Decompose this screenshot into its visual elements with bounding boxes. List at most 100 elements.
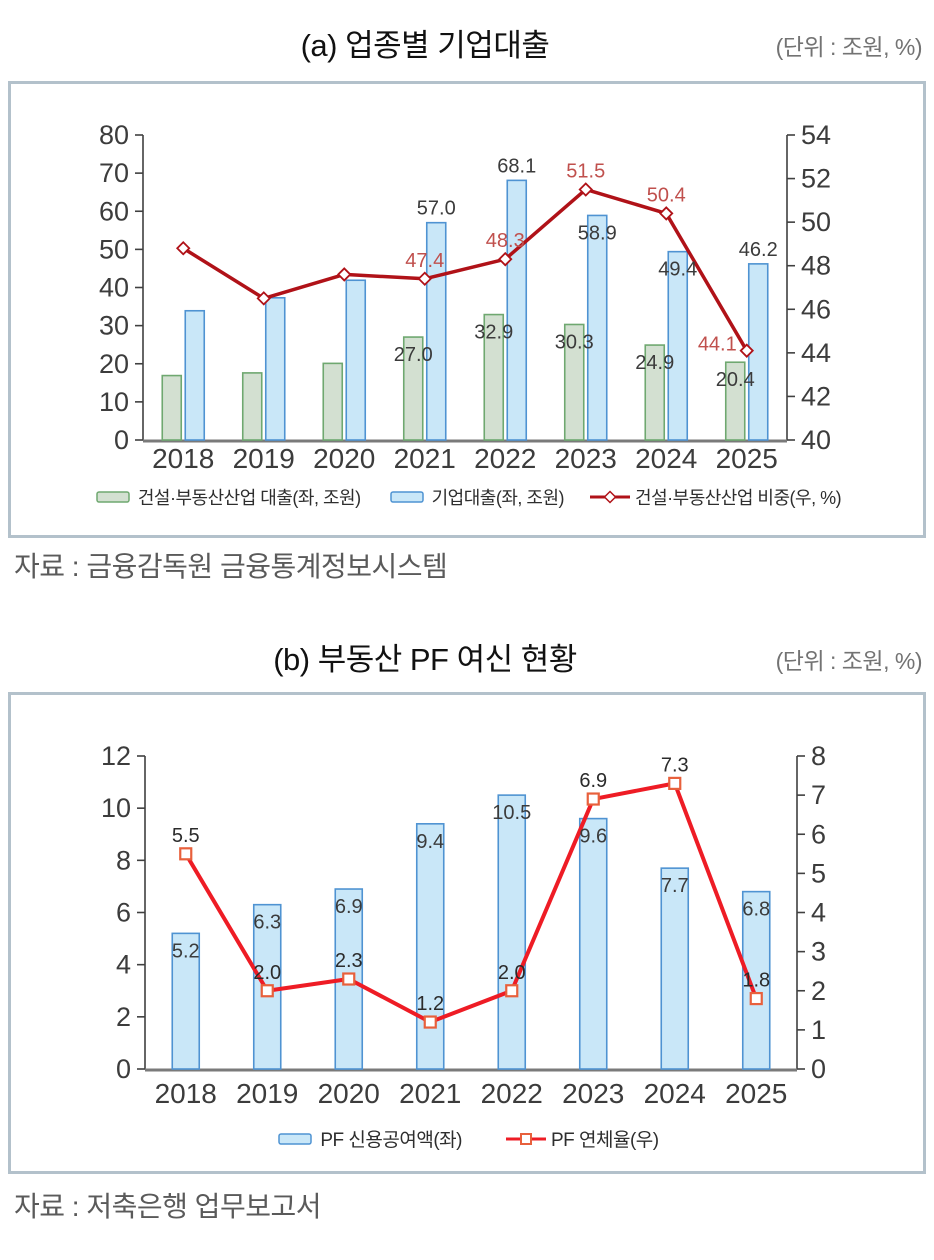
left-axis-tick-label: 30 (99, 311, 129, 341)
bar-data-label: 7.7 (661, 875, 689, 897)
bar (241, 372, 263, 441)
bar (483, 313, 505, 441)
bar (724, 361, 746, 441)
bar (171, 932, 201, 1070)
diamond-marker (658, 206, 674, 221)
bar (184, 309, 206, 441)
right-axis-tick-label: 40 (801, 425, 831, 455)
right-axis-tick-label: 48 (801, 251, 831, 281)
right-axis-tick-label: 0 (811, 1054, 826, 1084)
bar-data-label: 46.2 (739, 239, 778, 261)
chart-a-title: (a) 업종별 기업대출 (300, 28, 550, 63)
diamond-marker (739, 343, 755, 358)
x-axis-category-label: 2020 (313, 443, 375, 474)
bar (497, 794, 527, 1070)
x-axis-category-label: 2018 (152, 443, 214, 474)
legend-bar-swatch (96, 491, 130, 503)
line-data-label: 47.4 (405, 250, 444, 272)
bar-data-label: 32.9 (474, 322, 513, 344)
bar-data-label: 57.0 (417, 198, 456, 220)
chart-b-panel: 0 2 4 6 8 10 12 0 1 2 3 4 5 6 7 8 2018 2019 2020 2021 2022 20… (8, 692, 926, 1174)
legend-label: 기업대출(좌, 조원) (431, 488, 565, 508)
legend-line-swatch (590, 490, 631, 504)
left-axis-tick-label: 10 (99, 387, 129, 417)
square-marker (423, 1015, 437, 1029)
diamond-marker (497, 251, 513, 267)
bar (667, 250, 689, 441)
right-axis-tick-label: 52 (801, 164, 831, 194)
line-data-label: 44.1 (698, 334, 737, 356)
right-axis-tick-label: 3 (811, 937, 826, 967)
bar-data-label: 27.0 (394, 344, 433, 366)
chart-a-unit-label: (단위 : 조원, %) (775, 34, 923, 60)
bar-data-label: 6.8 (742, 899, 770, 921)
bar-labels-0: 27.0 32.9 30.3 24.9 20.4 (394, 322, 755, 392)
x-axis-category-label: 2024 (644, 1078, 706, 1109)
bar (345, 279, 367, 441)
right-axis-tick-label: 42 (801, 381, 831, 411)
bar (415, 823, 445, 1070)
square-marker (342, 972, 356, 986)
bar (264, 296, 286, 441)
chart-a-source: 자료 : 금융감독원 금융통계정보시스템 (14, 551, 448, 582)
line-data-label: 2.0 (498, 962, 526, 984)
left-axis-tick-label: 70 (99, 158, 129, 188)
left-axis-tick-label: 50 (99, 234, 129, 264)
x-axis-category-label: 2019 (236, 1078, 298, 1109)
right-axis-tick-label: 1 (811, 1015, 826, 1045)
legend-label: 건설·부동산산업 대출(좌, 조원) (137, 488, 361, 508)
right-axis-tick-label: 50 (801, 207, 831, 237)
line-series: 5.5 2.0 2.3 1.2 2.0 6.9 7.3 1.8 (172, 754, 770, 1029)
x-axis-category-label: 2022 (474, 443, 536, 474)
chart-b-unit-label: (단위 : 조원, %) (775, 648, 923, 674)
bar-data-label: 9.6 (579, 826, 607, 848)
left-axis-tick-label: 80 (99, 120, 129, 150)
x-axis-category-label: 2023 (562, 1078, 624, 1109)
chart-b-title: (b) 부동산 PF 여신 현황 (273, 642, 577, 677)
left-axis-tick-label: 12 (101, 741, 131, 771)
line-series: 47.4 48.3 51.5 50.4 44.1 (175, 160, 755, 358)
chart-a-panel: 0 10 20 30 40 50 60 70 80 40 42 44 46 48 50 52 54 2018 201… (8, 81, 926, 538)
bar (506, 179, 528, 441)
diamond-marker (175, 241, 191, 256)
left-axis-tick-label: 4 (116, 950, 131, 980)
right-axis-tick-label: 46 (801, 294, 831, 324)
legend-label: 건설·부동산산업 비중(우, %) (635, 488, 842, 508)
bar-series-1 (184, 179, 769, 441)
legend-line-swatch (505, 1132, 546, 1145)
line-data-label: 48.3 (486, 230, 525, 252)
square-marker (260, 984, 274, 998)
chart-b-source: 자료 : 저축은행 업무보고서 (14, 1191, 321, 1222)
bar-labels-1: 57.0 68.1 58.9 49.4 46.2 (417, 155, 778, 280)
legend-label: PF 신용공여액(좌) (320, 1130, 462, 1151)
bar-labels-0: 5.2 6.3 6.9 9.4 10.5 9.6 7.7 6.8 (172, 802, 770, 962)
x-axis-category-label: 2023 (555, 443, 617, 474)
legend-label: PF 연체율(우) (550, 1130, 659, 1151)
bar-data-label: 5.2 (172, 940, 200, 962)
bar (644, 344, 666, 441)
bar-data-label: 49.4 (658, 259, 697, 281)
bar-series-0 (171, 794, 771, 1070)
diamond-marker (417, 271, 433, 287)
legend-item: 기업대출(좌, 조원) (387, 484, 565, 510)
square-marker (749, 991, 763, 1006)
legend-bar-swatch (389, 491, 424, 503)
left-axis-tick-label: 6 (116, 898, 131, 928)
bar (586, 214, 608, 441)
left-axis-tick-label: 40 (99, 273, 129, 303)
left-axis-tick-label: 60 (99, 196, 129, 226)
line-data-label: 2.3 (335, 950, 363, 972)
right-axis-tick-label: 5 (811, 858, 826, 888)
bar-series-0 (161, 313, 746, 441)
bar (161, 374, 183, 441)
bar-data-label: 30.3 (555, 331, 594, 353)
legend-bar-swatch (278, 1132, 313, 1145)
bar-data-label: 24.9 (635, 352, 674, 374)
bar-data-label: 68.1 (497, 155, 536, 177)
bar (563, 323, 585, 441)
x-axis-category-label: 2019 (233, 443, 295, 474)
bar-data-label: 58.9 (578, 222, 617, 244)
right-axis-tick-label: 2 (811, 976, 826, 1006)
chart-a-canvas: 0 10 20 30 40 50 60 70 80 40 42 44 46 48 50 52 54 2018 201… (99, 120, 831, 474)
chart-b-legend: PF 신용공여액(좌) PF 연체율(우) (11, 1125, 923, 1152)
